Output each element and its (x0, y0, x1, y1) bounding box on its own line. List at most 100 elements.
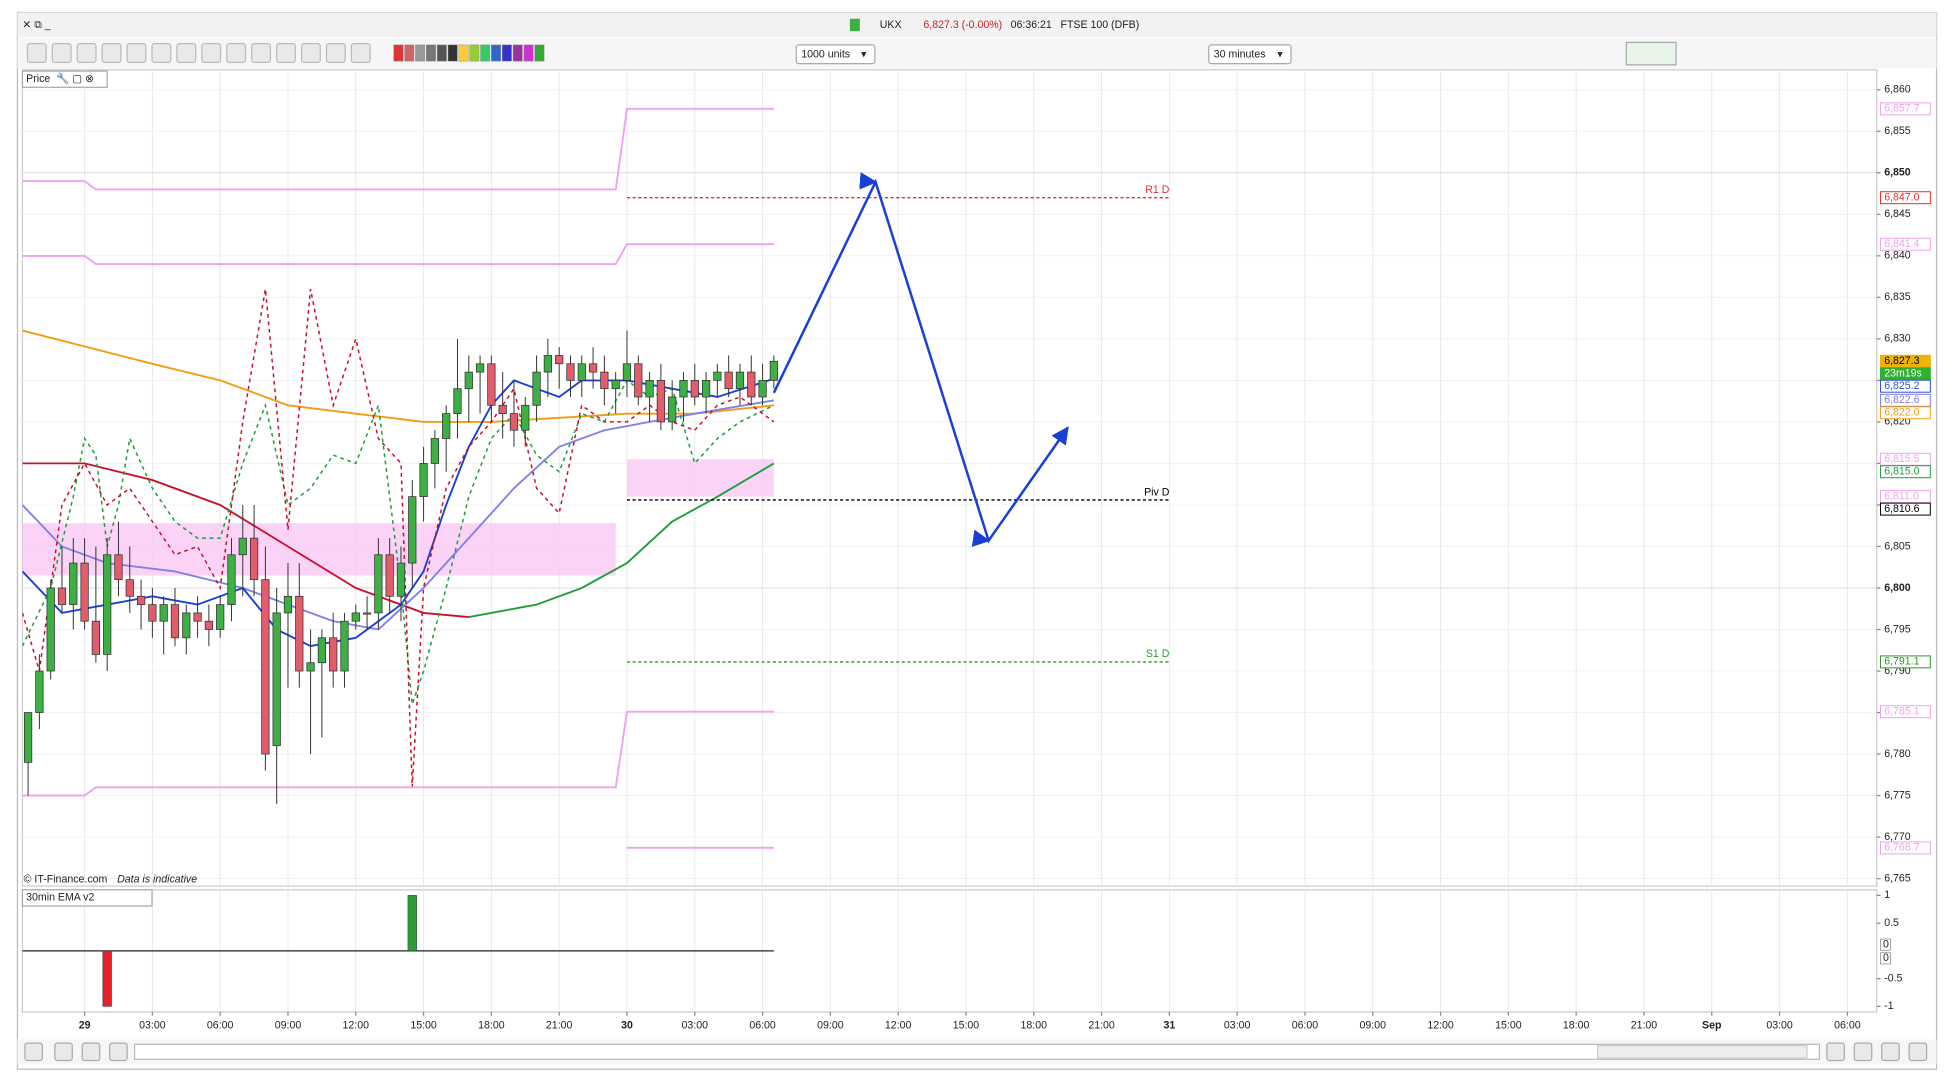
price-label: 6,825.2 (1884, 380, 1919, 392)
x-tick-label: 18:00 (1021, 1019, 1048, 1031)
candle-body (238, 537, 247, 556)
tool-button[interactable] (300, 43, 321, 63)
color-swatch[interactable] (393, 44, 404, 62)
level-band (626, 459, 774, 497)
y-tick-label: -0.5 (1884, 972, 1902, 984)
tool-button[interactable] (101, 43, 122, 63)
value-label: 0 (1883, 952, 1889, 964)
color-swatch[interactable] (447, 44, 458, 62)
chart-type-button[interactable] (1625, 41, 1677, 66)
x-tick-label: 06:00 (1834, 1019, 1861, 1031)
tool-button[interactable] (325, 43, 346, 63)
tool-button[interactable] (51, 43, 72, 63)
price-label: 6,822.6 (1884, 394, 1919, 406)
tool-button[interactable] (276, 43, 296, 63)
candle-body (80, 562, 89, 622)
color-swatch[interactable] (501, 44, 512, 62)
price-label-box (1879, 465, 1931, 479)
color-swatch[interactable] (480, 44, 491, 62)
x-tick-label: 12:00 (885, 1019, 912, 1031)
candle-body (340, 620, 349, 672)
color-swatch[interactable] (469, 44, 480, 62)
price-label-box (1879, 502, 1931, 516)
color-swatch[interactable] (491, 44, 501, 62)
tool-button[interactable] (1853, 1042, 1873, 1062)
candle-body (419, 463, 428, 498)
pane-tools[interactable]: 🔧 ▢ ⊗ (56, 72, 94, 85)
candle-body (216, 604, 225, 630)
tool-button[interactable] (1826, 1042, 1845, 1062)
price-label: 6,841.4 (1884, 238, 1919, 250)
price-label-box (1879, 841, 1931, 855)
candle-body (159, 604, 168, 622)
price-label-box (1879, 655, 1931, 669)
x-tick-label: 12:00 (343, 1019, 370, 1031)
tool-button[interactable] (1881, 1042, 1900, 1062)
candle-body (204, 620, 213, 630)
scroll-thumb[interactable] (1596, 1044, 1808, 1059)
y-tick-label: 6,800 (1884, 582, 1911, 594)
candle-body (306, 662, 315, 672)
interval-dropdown[interactable] (1208, 44, 1292, 65)
price-label: 6,847.0 (1884, 192, 1919, 204)
candle-body (125, 579, 134, 597)
candle-body (136, 595, 146, 605)
window-controls[interactable]: ✕ ⧉ _ (22, 19, 50, 31)
tool-button[interactable] (226, 43, 247, 63)
tool-button[interactable] (126, 43, 147, 63)
candle-body (701, 380, 711, 398)
symbol: UKX (880, 19, 902, 31)
tool-button[interactable] (151, 43, 172, 63)
indicator-line (22, 243, 774, 266)
color-swatch[interactable] (436, 44, 447, 62)
candle-body (498, 404, 507, 414)
candle-body (769, 360, 778, 381)
pane-label: Price (26, 73, 50, 85)
color-swatch[interactable] (426, 44, 436, 62)
color-swatch[interactable] (523, 44, 534, 62)
indicator-label: 30min EMA v2 (26, 892, 94, 904)
x-tick-label: 21:00 (546, 1019, 573, 1031)
candle-body (464, 371, 473, 390)
y-tick-label: 6,840 (1884, 250, 1911, 262)
candle-body (114, 554, 123, 581)
tool-button[interactable] (109, 1042, 128, 1062)
candle-body (46, 587, 55, 672)
tool-button[interactable] (251, 43, 272, 63)
bottom-tools (24, 1042, 1928, 1062)
tool-button[interactable] (26, 43, 47, 63)
quote: 6,827.3 (-0.00%) (923, 19, 1002, 31)
tool-button[interactable] (176, 43, 197, 63)
price-label: 6,815.0 (1884, 466, 1919, 478)
color-swatch[interactable] (534, 44, 545, 62)
units-dropdown[interactable] (795, 44, 876, 65)
y-tick-label: 6,850 (1884, 167, 1911, 179)
tool-button[interactable] (350, 43, 371, 63)
tool-button[interactable] (54, 1042, 73, 1062)
candle-body (645, 380, 654, 398)
candle-body (35, 670, 44, 713)
tool-button[interactable] (24, 1042, 43, 1062)
tool-button[interactable] (201, 43, 222, 63)
candle-body (23, 712, 33, 763)
x-tick-label: 15:00 (410, 1019, 437, 1031)
candle-body (668, 396, 677, 423)
tool-button[interactable] (81, 1042, 101, 1062)
x-tick-label: 29 (79, 1019, 91, 1031)
scrollbar[interactable] (133, 1043, 1821, 1060)
color-swatch[interactable] (512, 44, 523, 62)
y-tick-label: 6,780 (1884, 748, 1911, 760)
candle-body (747, 371, 756, 398)
color-swatch[interactable] (404, 44, 415, 62)
price-label: 6,791.1 (1884, 656, 1919, 668)
x-tick-label: 30 (621, 1019, 633, 1031)
color-swatch[interactable] (458, 44, 469, 62)
color-swatch[interactable] (415, 44, 426, 62)
x-tick-label: 06:00 (1292, 1019, 1319, 1031)
x-tick-label: 15:00 (1495, 1019, 1522, 1031)
candle-body (532, 371, 541, 406)
tool-button[interactable] (1908, 1042, 1928, 1062)
price-label-box (1879, 191, 1931, 205)
tool-button[interactable] (76, 43, 97, 63)
